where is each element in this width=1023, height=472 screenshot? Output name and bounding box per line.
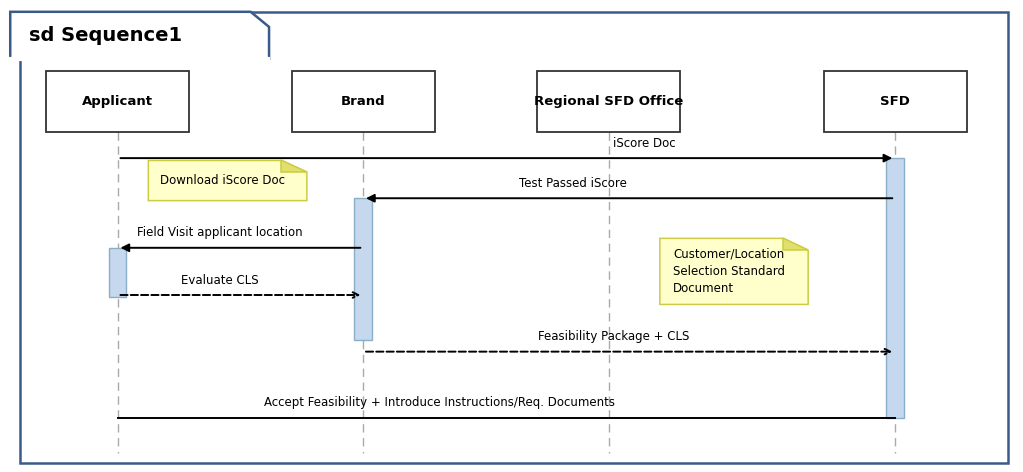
Polygon shape <box>10 12 269 59</box>
Text: Brand: Brand <box>341 95 386 108</box>
FancyBboxPatch shape <box>292 71 435 132</box>
FancyBboxPatch shape <box>824 71 967 132</box>
FancyBboxPatch shape <box>886 158 904 418</box>
Text: Test Passed iScore: Test Passed iScore <box>519 177 627 190</box>
Polygon shape <box>148 160 307 201</box>
Text: Feasibility Package + CLS: Feasibility Package + CLS <box>538 330 690 343</box>
FancyBboxPatch shape <box>537 71 680 132</box>
Polygon shape <box>281 160 307 172</box>
Text: Download iScore Doc: Download iScore Doc <box>160 174 285 187</box>
Text: SFD: SFD <box>880 95 910 108</box>
Text: Applicant: Applicant <box>82 95 153 108</box>
FancyBboxPatch shape <box>20 12 1008 463</box>
FancyBboxPatch shape <box>354 198 372 340</box>
Text: Customer/Location
Selection Standard
Document: Customer/Location Selection Standard Doc… <box>673 248 785 295</box>
Text: Regional SFD Office: Regional SFD Office <box>534 95 683 108</box>
Polygon shape <box>783 238 808 250</box>
Text: Accept Feasibility + Introduce Instructions/Req. Documents: Accept Feasibility + Introduce Instructi… <box>264 396 616 409</box>
Polygon shape <box>660 238 808 304</box>
Text: iScore Doc: iScore Doc <box>613 136 676 150</box>
Text: Evaluate CLS: Evaluate CLS <box>181 273 259 287</box>
Text: sd Sequence1: sd Sequence1 <box>29 26 182 45</box>
Text: Field Visit applicant location: Field Visit applicant location <box>137 226 303 239</box>
FancyBboxPatch shape <box>109 248 127 297</box>
FancyBboxPatch shape <box>46 71 189 132</box>
